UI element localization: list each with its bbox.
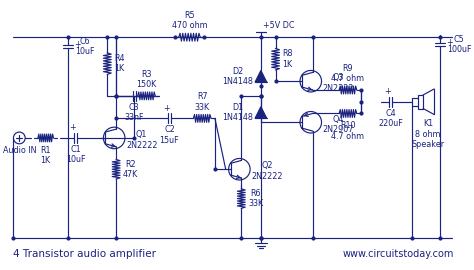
Text: R2
47K: R2 47K bbox=[123, 160, 138, 179]
Text: C3
33nF: C3 33nF bbox=[125, 103, 144, 122]
Text: C1
10uF: C1 10uF bbox=[66, 145, 85, 164]
Text: C4
220uF: C4 220uF bbox=[378, 109, 403, 128]
Text: C6
10uF: C6 10uF bbox=[75, 37, 94, 56]
Text: R9
4.7 ohm: R9 4.7 ohm bbox=[331, 64, 365, 83]
Text: www.circuitstoday.com: www.circuitstoday.com bbox=[342, 249, 454, 259]
Text: +: + bbox=[69, 123, 75, 132]
Text: Q4
2N2907: Q4 2N2907 bbox=[322, 114, 354, 134]
Text: +: + bbox=[74, 39, 81, 49]
Text: D1
1N4148: D1 1N4148 bbox=[222, 103, 253, 122]
Polygon shape bbox=[255, 107, 267, 118]
Text: Q3
2N2222: Q3 2N2222 bbox=[322, 73, 354, 93]
Text: +5V DC: +5V DC bbox=[263, 21, 294, 30]
Text: 4 Transistor audio amplifier: 4 Transistor audio amplifier bbox=[13, 249, 156, 259]
Text: R10
4.7 ohm: R10 4.7 ohm bbox=[331, 121, 365, 141]
Bar bbox=[419, 95, 423, 109]
Text: +: + bbox=[384, 87, 391, 96]
Text: K1
8 ohm
Speaker: K1 8 ohm Speaker bbox=[411, 119, 445, 149]
Text: R8
1K: R8 1K bbox=[283, 49, 293, 69]
Text: R5
470 ohm: R5 470 ohm bbox=[172, 11, 207, 30]
Text: R3
150K: R3 150K bbox=[137, 70, 156, 89]
Text: R7
33K: R7 33K bbox=[195, 92, 210, 112]
Text: Q1
2N2222: Q1 2N2222 bbox=[126, 130, 157, 150]
Text: C5
100uF: C5 100uF bbox=[447, 35, 471, 54]
Text: D2
1N4148: D2 1N4148 bbox=[222, 67, 253, 86]
Text: +: + bbox=[163, 103, 169, 113]
Polygon shape bbox=[255, 70, 267, 82]
Text: Audio IN: Audio IN bbox=[2, 146, 36, 155]
Text: R6
33K: R6 33K bbox=[248, 189, 263, 208]
Text: R1
1K: R1 1K bbox=[40, 146, 51, 165]
Text: Q2
2N2222: Q2 2N2222 bbox=[251, 161, 283, 181]
Text: R4
1K: R4 1K bbox=[114, 54, 125, 73]
Text: +: + bbox=[446, 38, 452, 47]
Text: C2
15uF: C2 15uF bbox=[160, 125, 179, 145]
